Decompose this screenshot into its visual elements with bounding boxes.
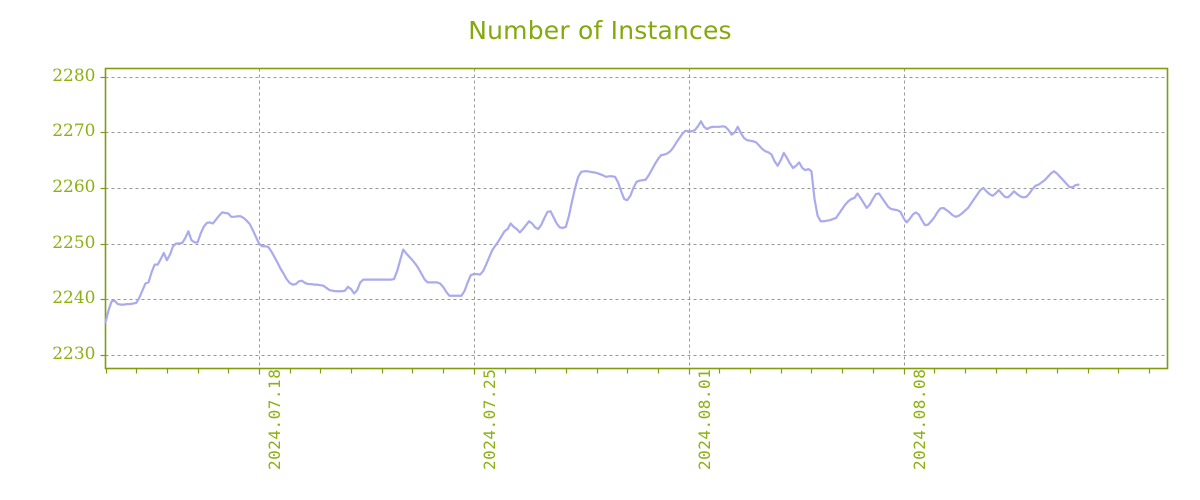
data-series-line <box>104 120 1080 324</box>
y-axis-tick-label: 2240 <box>52 288 96 309</box>
y-gridlines <box>105 77 1168 356</box>
y-axis-tick-label: 2280 <box>52 65 96 86</box>
x-axis-tick-label: 2024.07.25 <box>479 368 499 470</box>
x-gridlines <box>259 68 905 369</box>
plot-border <box>104 67 1169 370</box>
y-axis-tick-label: 2230 <box>52 343 96 364</box>
chart-title: Number of Instances <box>468 16 732 45</box>
x-axis-ticks <box>105 368 1151 375</box>
plot-frame <box>104 67 1169 370</box>
x-axis-tick-label: 2024.08.08 <box>909 368 929 470</box>
x-axis-tick-label: 2024.07.18 <box>264 368 284 470</box>
y-axis-tick-label: 2270 <box>52 121 96 142</box>
y-axis-ticks <box>100 76 106 357</box>
y-axis-tick-label: 2260 <box>52 176 96 197</box>
x-axis-tick-label: 2024.08.01 <box>694 368 714 470</box>
y-axis-tick-label: 2250 <box>52 232 96 253</box>
